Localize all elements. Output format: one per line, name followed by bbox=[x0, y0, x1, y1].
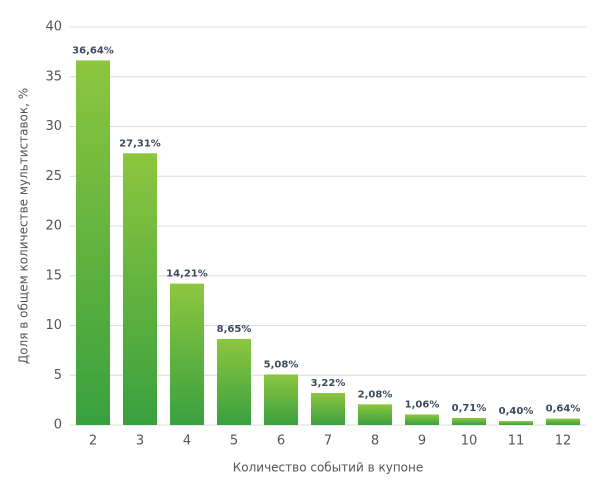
bar bbox=[452, 417, 486, 425]
y-tick-label: 0 bbox=[54, 418, 62, 433]
bar bbox=[358, 404, 392, 425]
value-label: 8,65% bbox=[217, 324, 252, 335]
value-label: 14,21% bbox=[166, 269, 208, 280]
value-label: 0,64% bbox=[546, 404, 581, 415]
x-tick-label: 10 bbox=[461, 434, 478, 449]
y-tick-label: 30 bbox=[45, 119, 62, 134]
x-tick-label: 6 bbox=[277, 434, 285, 449]
y-tick-label: 5 bbox=[54, 368, 62, 383]
value-label: 0,71% bbox=[452, 403, 487, 414]
x-tick-label: 8 bbox=[371, 434, 379, 449]
bar bbox=[123, 153, 157, 425]
y-axis-title: Доля в общем количестве мультиставок, % bbox=[17, 88, 31, 364]
value-label: 3,22% bbox=[311, 378, 346, 389]
y-tick-label: 15 bbox=[45, 268, 62, 283]
x-tick-label: 4 bbox=[183, 434, 191, 449]
x-tick-label: 11 bbox=[508, 434, 525, 449]
value-label: 2,08% bbox=[358, 389, 393, 400]
y-tick-label: 20 bbox=[45, 219, 62, 234]
y-tick-label: 25 bbox=[45, 169, 62, 184]
bar bbox=[499, 421, 533, 425]
bar bbox=[217, 338, 251, 425]
bar bbox=[76, 60, 110, 425]
value-label: 27,31% bbox=[119, 138, 161, 149]
value-label: 0,40% bbox=[499, 406, 534, 417]
bar bbox=[264, 374, 298, 425]
value-label: 5,08% bbox=[264, 359, 299, 370]
x-tick-label: 5 bbox=[230, 434, 238, 449]
value-label: 36,64% bbox=[72, 45, 114, 56]
x-tick-label: 7 bbox=[324, 434, 332, 449]
value-label: 1,06% bbox=[405, 399, 440, 410]
bar bbox=[405, 414, 439, 425]
x-tick-label: 9 bbox=[418, 434, 426, 449]
x-tick-label: 12 bbox=[555, 434, 572, 449]
bar bbox=[170, 283, 204, 425]
bar bbox=[311, 392, 345, 425]
y-tick-label: 40 bbox=[45, 20, 62, 35]
x-tick-label: 2 bbox=[89, 434, 97, 449]
y-tick-label: 35 bbox=[45, 69, 62, 84]
x-tick-label: 3 bbox=[136, 434, 144, 449]
y-tick-label: 10 bbox=[45, 318, 62, 333]
x-axis-title: Количество событий в купоне bbox=[233, 461, 424, 475]
bar bbox=[546, 418, 580, 425]
